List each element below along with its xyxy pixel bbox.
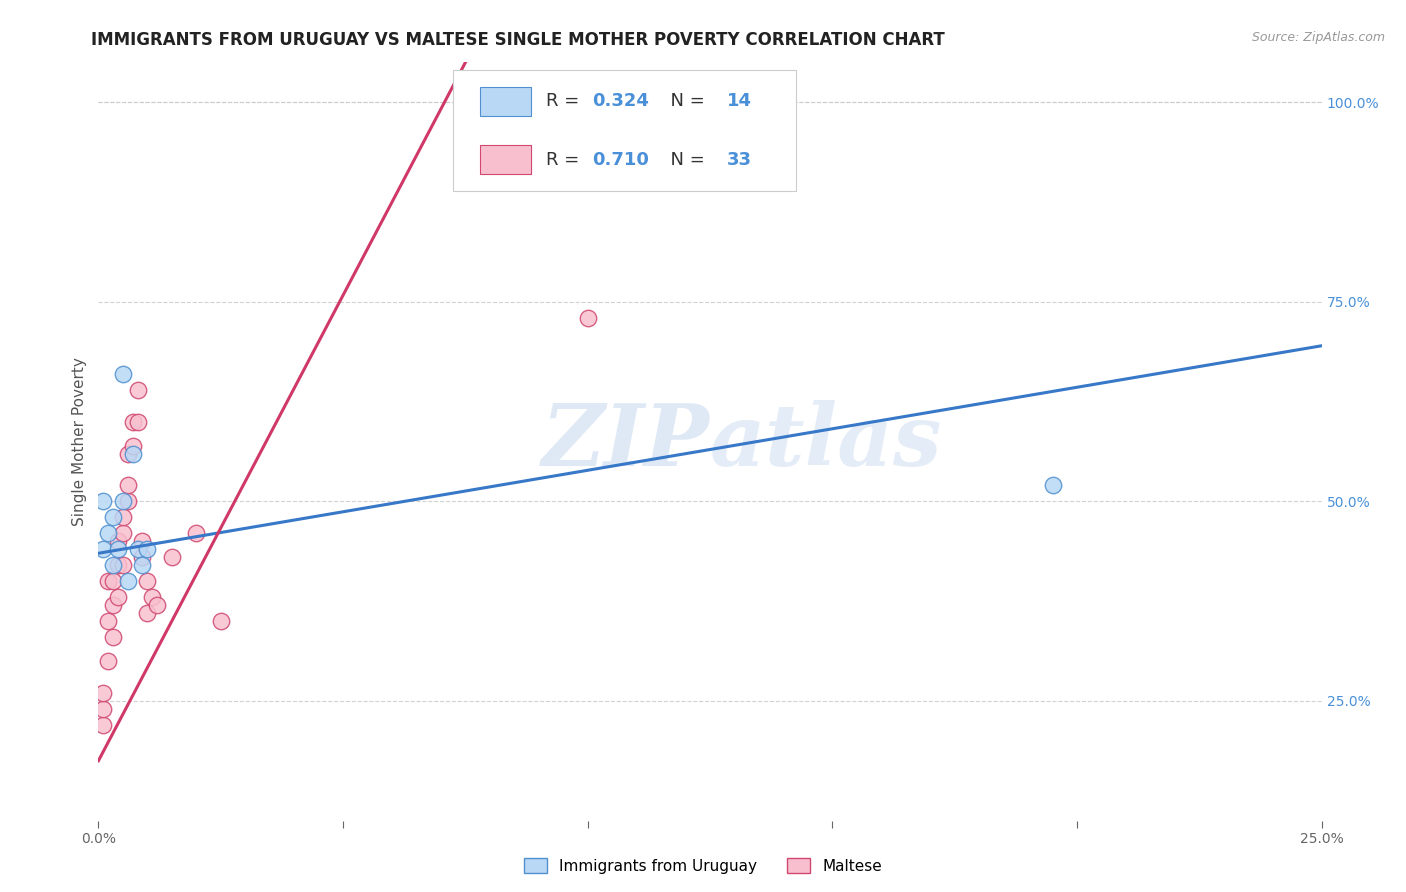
Point [136,606,159,620]
FancyBboxPatch shape [479,87,531,116]
Text: atlas: atlas [710,400,942,483]
Point [107,590,129,604]
Text: R =: R = [546,151,585,169]
Point [97,614,120,628]
Point [1042,478,1064,492]
Text: N =: N = [658,151,710,169]
Point [91,542,114,557]
Point [127,383,149,397]
Point [107,542,129,557]
Text: 33: 33 [727,151,752,169]
Point [117,574,139,589]
Point [101,598,124,612]
Point [576,310,599,325]
Point [111,558,134,573]
Text: ZIP: ZIP [543,400,710,483]
Y-axis label: Single Mother Poverty: Single Mother Poverty [72,357,87,526]
Point [146,598,169,612]
Point [111,510,134,524]
Text: 0.710: 0.710 [592,151,650,169]
Point [127,542,149,557]
Point [111,526,134,541]
Point [101,510,124,524]
Point [117,478,139,492]
Point [121,446,143,460]
Point [127,415,149,429]
Text: 14: 14 [727,93,752,111]
Point [97,574,120,589]
Point [91,702,114,716]
Point [101,558,124,573]
FancyBboxPatch shape [453,70,796,191]
Point [141,590,163,604]
Point [117,494,139,508]
Point [97,654,120,668]
Point [136,542,159,557]
Point [107,558,129,573]
Point [160,550,183,565]
Text: IMMIGRANTS FROM URUGUAY VS MALTESE SINGLE MOTHER POVERTY CORRELATION CHART: IMMIGRANTS FROM URUGUAY VS MALTESE SINGL… [91,31,945,49]
Point [91,686,114,700]
Point [107,534,129,549]
Point [111,367,134,381]
Text: R =: R = [546,93,585,111]
Point [136,574,159,589]
Point [91,718,114,732]
Point [131,534,153,549]
Text: Source: ZipAtlas.com: Source: ZipAtlas.com [1251,31,1385,45]
Point [675,120,697,134]
Text: N =: N = [658,93,710,111]
Point [111,494,134,508]
Point [121,438,143,452]
Point [131,558,153,573]
Point [209,614,232,628]
Point [97,526,120,541]
Text: 0.324: 0.324 [592,93,650,111]
Point [101,630,124,644]
Point [101,574,124,589]
FancyBboxPatch shape [479,145,531,175]
Point [91,494,114,508]
Point [131,550,153,565]
Legend: Immigrants from Uruguay, Maltese: Immigrants from Uruguay, Maltese [517,852,889,880]
Point [117,446,139,460]
Point [186,526,208,541]
Point [121,415,143,429]
